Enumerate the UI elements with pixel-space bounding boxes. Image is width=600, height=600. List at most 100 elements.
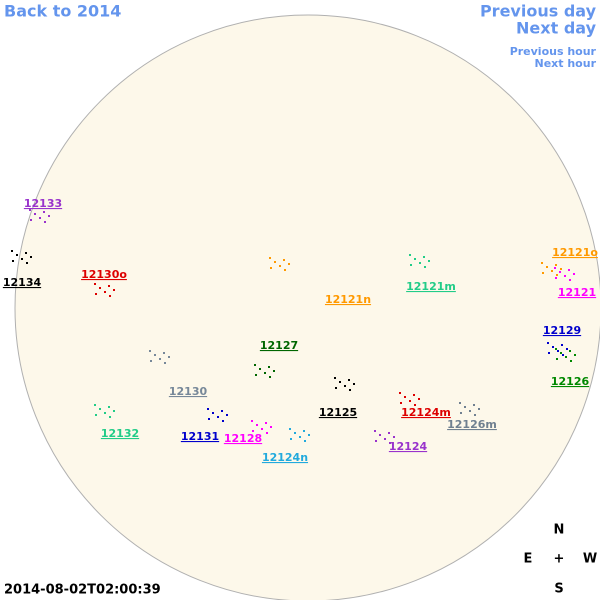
compass-south: S — [554, 582, 563, 597]
sunspot — [349, 389, 351, 391]
next-day-link[interactable]: Next day — [516, 19, 597, 38]
sunspot — [569, 279, 571, 281]
compass-north: N — [554, 523, 565, 538]
sunspot — [39, 217, 41, 219]
sunspot — [344, 385, 346, 387]
sunspot — [289, 428, 291, 430]
sunspot — [34, 213, 36, 215]
sunspot — [95, 414, 97, 416]
sunspot — [555, 348, 557, 350]
sunspot — [264, 372, 266, 374]
sunspot — [108, 406, 110, 408]
sunspot — [574, 354, 576, 356]
sunspot — [335, 387, 337, 389]
region-label: 12126 — [551, 375, 590, 388]
sunspot — [555, 264, 557, 266]
sunspot — [556, 358, 558, 360]
sunspot — [393, 436, 395, 438]
sunspot — [255, 374, 257, 376]
sunspot — [254, 364, 256, 366]
sunspot — [288, 263, 290, 265]
sunspot — [304, 440, 306, 442]
sunspot — [303, 430, 305, 432]
sunspot — [251, 420, 253, 422]
sunspot — [149, 350, 151, 352]
sunspot — [265, 422, 267, 424]
region-label: 12124 — [389, 440, 428, 453]
sunspot — [562, 354, 564, 356]
region-label: 12130o — [81, 268, 127, 281]
sunspot — [555, 277, 557, 279]
sunspot — [413, 394, 415, 396]
sunspot — [163, 352, 165, 354]
sunspot — [339, 381, 341, 383]
sunspot — [266, 432, 268, 434]
sunspot — [159, 358, 161, 360]
sunspot — [261, 428, 263, 430]
sunspot — [270, 267, 272, 269]
timestamp: 2014-08-02T02:00:39 — [4, 583, 161, 598]
sunspot — [99, 287, 101, 289]
sunspot — [559, 271, 561, 273]
sunspot — [379, 434, 381, 436]
sunspot — [30, 219, 32, 221]
sunspot — [259, 368, 261, 370]
sunspot — [48, 215, 50, 217]
sunspot — [150, 360, 152, 362]
region-label: 12127 — [260, 339, 298, 352]
region-label: 12132 — [101, 427, 139, 440]
region-label: 12121o — [552, 246, 598, 259]
sunspot — [29, 209, 31, 211]
sunspot — [556, 274, 558, 276]
sunspot — [418, 398, 420, 400]
sunspot — [561, 344, 563, 346]
sunspot — [565, 356, 567, 358]
sunspot — [375, 440, 377, 442]
sunspot — [11, 250, 13, 252]
sunspot — [570, 360, 572, 362]
previous-hour-link[interactable]: Previous hour — [510, 45, 597, 58]
sunspot — [226, 414, 228, 416]
sunspot — [113, 289, 115, 291]
sunspot — [221, 410, 223, 412]
region-label: 12130 — [169, 385, 208, 398]
solar-disc — [14, 14, 600, 600]
region-label: 12129 — [543, 324, 581, 337]
previous-day-link[interactable]: Previous day — [480, 2, 597, 21]
compass-west: W — [583, 552, 597, 567]
sunspot — [294, 432, 296, 434]
sunspot — [554, 267, 556, 269]
sunspot — [270, 426, 272, 428]
sunspot — [464, 406, 466, 408]
sunspot — [16, 254, 18, 256]
sunspot — [566, 348, 568, 350]
sunspot — [269, 376, 271, 378]
sunspot — [212, 412, 214, 414]
sunspot — [569, 350, 571, 352]
sunspot — [168, 356, 170, 358]
sunspot — [164, 362, 166, 364]
sunspot — [113, 410, 115, 412]
region-label: 12121 — [558, 286, 596, 299]
sunspot — [104, 291, 106, 293]
sunspot — [548, 352, 550, 354]
sunspot — [542, 272, 544, 274]
next-hour-link[interactable]: Next hour — [535, 57, 597, 70]
sunspot — [414, 258, 416, 260]
sunspot — [474, 414, 476, 416]
sunspot — [284, 269, 286, 271]
sunspot — [290, 438, 292, 440]
sunspot — [30, 256, 32, 258]
compass-east: E — [524, 552, 533, 567]
sunspot — [409, 400, 411, 402]
sunspot — [428, 260, 430, 262]
sunspot — [560, 268, 562, 270]
sunspot — [400, 402, 402, 404]
sunspot — [459, 402, 461, 404]
sunspot — [384, 438, 386, 440]
sunspot — [374, 430, 376, 432]
sunspot — [568, 269, 570, 271]
sunspot — [424, 266, 426, 268]
back-link[interactable]: Back to 2014 — [4, 2, 121, 21]
sunspot — [334, 377, 336, 379]
